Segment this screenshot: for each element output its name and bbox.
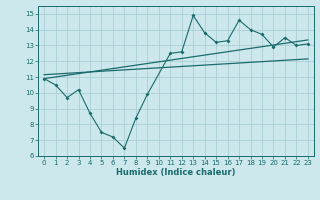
X-axis label: Humidex (Indice chaleur): Humidex (Indice chaleur) — [116, 168, 236, 177]
